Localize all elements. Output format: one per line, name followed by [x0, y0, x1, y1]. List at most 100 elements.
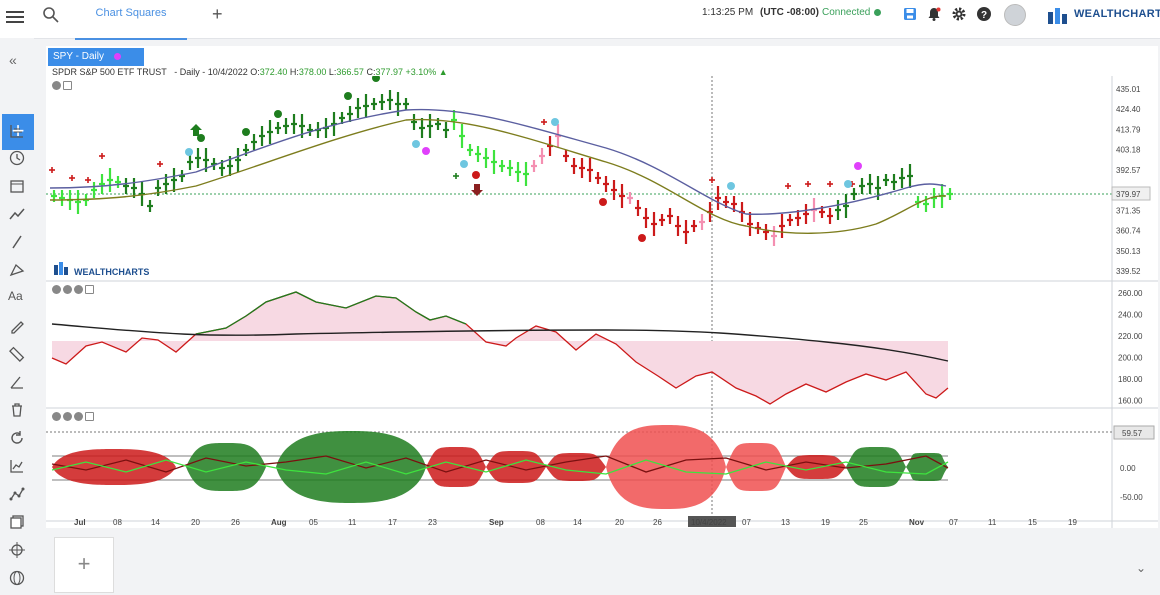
price-tick-label: 350.13	[1116, 247, 1141, 256]
price-tick-label: 413.79	[1116, 125, 1141, 134]
save-icon[interactable]	[902, 6, 918, 22]
chart-canvas[interactable]: 435.01424.40413.79403.18392.57381.96371.…	[46, 76, 1158, 528]
x-tick-label: 08	[113, 518, 122, 527]
x-tick-label: 11	[988, 518, 997, 527]
ind2-maximize-icon[interactable]	[85, 412, 94, 421]
signal-marker-icon	[422, 147, 430, 155]
x-tick-label: 15	[1028, 518, 1037, 527]
crosshair-date-label: 10/4/2022	[691, 518, 727, 527]
add-tab-icon[interactable]: +	[212, 4, 223, 24]
ind1-settings-icon[interactable]	[52, 285, 61, 294]
crosshair-icon[interactable]	[8, 541, 26, 559]
signal-marker-icon	[344, 92, 352, 100]
globe-icon[interactable]	[8, 569, 26, 587]
price-tag	[1111, 186, 1151, 201]
search-icon[interactable]	[42, 6, 60, 24]
calendar-icon[interactable]	[8, 177, 26, 195]
pane-maximize-icon[interactable]	[63, 81, 72, 90]
connection-status-label: Connected	[822, 7, 871, 18]
price-tick-label: 371.35	[1116, 206, 1141, 215]
close-value: 377.97	[375, 67, 403, 77]
ind1-down-icon[interactable]	[63, 285, 72, 294]
ind1-tick-label: 220.00	[1118, 332, 1143, 341]
open-value: 372.40	[259, 67, 288, 77]
bar-chart-icon[interactable]	[8, 122, 26, 140]
moving-average-slow	[49, 118, 947, 234]
signal-marker-icon	[638, 234, 646, 242]
indicator-chart-icon[interactable]	[8, 457, 26, 475]
x-tick-label: 17	[388, 518, 397, 527]
text-tool-icon[interactable]: Aa	[8, 289, 23, 303]
watermark-logo-icon	[59, 262, 63, 275]
instrument-name: SPDR S&P 500 ETF TRUST	[52, 67, 167, 77]
price-tick-label: 339.52	[1116, 267, 1141, 276]
add-panel-button[interactable]: +	[54, 537, 114, 593]
refresh-icon[interactable]	[8, 429, 26, 447]
nodes-icon[interactable]	[8, 485, 26, 503]
gear-icon[interactable]	[951, 6, 967, 22]
shape-tool-icon[interactable]	[8, 261, 26, 279]
help-icon[interactable]: ?	[976, 6, 992, 22]
signal-marker-icon	[599, 198, 607, 206]
signal-marker-icon	[185, 148, 193, 156]
pane-settings-icon[interactable]	[52, 81, 61, 90]
clock-time: 1:13:25 PM	[702, 7, 754, 18]
price-tick-label: 360.74	[1116, 227, 1141, 236]
ind2-tick-label: 0.00	[1120, 464, 1136, 473]
price-tick-label: 435.01	[1116, 85, 1141, 94]
signal-marker-icon	[372, 76, 380, 82]
ind1-up-icon[interactable]	[74, 285, 83, 294]
ruler-icon[interactable]	[8, 345, 26, 363]
signal-marker-icon	[472, 171, 480, 179]
ind2-up-icon[interactable]	[74, 412, 83, 421]
ind2-down-icon[interactable]	[63, 412, 72, 421]
indicator1-tools	[52, 285, 96, 295]
ind2-tag	[1113, 425, 1155, 440]
tab-chart-squares[interactable]: Chart Squares	[75, 0, 187, 40]
top-bar: Chart Squares + 1:13:25 PM (UTC -08:00) …	[0, 0, 1160, 40]
low-label: L:	[328, 67, 337, 77]
oscillator-fill	[52, 449, 176, 485]
line-tool-icon[interactable]	[8, 233, 26, 251]
watermark-logo-icon	[54, 265, 58, 275]
price-tick-label: 392.57	[1116, 166, 1141, 175]
indicator2-tools	[52, 412, 96, 422]
x-tick-label: 11	[348, 518, 357, 527]
price-tag-label: 379.97	[1116, 190, 1141, 199]
oscillator-fill	[846, 447, 906, 487]
buy-arrow-icon	[190, 124, 202, 136]
layers-icon[interactable]	[8, 513, 26, 531]
collapse-sidebar-icon[interactable]: «	[9, 52, 17, 68]
user-avatar[interactable]	[1004, 4, 1026, 26]
brush-icon[interactable]	[8, 317, 26, 335]
connection-dot-icon	[874, 8, 882, 16]
trash-icon[interactable]	[8, 401, 26, 419]
trend-line-icon[interactable]	[8, 205, 26, 223]
x-tick-label: 07	[949, 518, 958, 527]
low-value: 366.57	[336, 67, 364, 77]
x-tick-label: Sep	[489, 518, 504, 527]
watermark-logo-icon	[64, 267, 68, 275]
clock-icon[interactable]	[8, 149, 26, 167]
symbol-color-dot-icon	[113, 52, 121, 60]
ind2-settings-icon[interactable]	[52, 412, 61, 421]
quote-info: SPDR S&P 500 ETF TRUST - Daily - 10/4/20…	[52, 67, 448, 77]
x-tick-label: 19	[1068, 518, 1077, 527]
bell-icon[interactable]	[926, 6, 942, 22]
ind1-maximize-icon[interactable]	[85, 285, 94, 294]
indicator1-fill	[52, 292, 948, 404]
moving-average-fast	[49, 108, 947, 215]
signal-marker-icon	[274, 110, 282, 118]
oscillator-fill	[546, 453, 606, 481]
oscillator-line-dark	[51, 455, 949, 473]
timezone-label[interactable]: (UTC -08:00)	[760, 7, 819, 18]
angle-tool-icon[interactable]	[8, 373, 26, 391]
x-tick-label: 23	[428, 518, 437, 527]
signal-marker-icon	[412, 140, 420, 148]
connection-status: Connected	[822, 7, 882, 18]
ind2-tag-label: 59.57	[1122, 429, 1143, 438]
hamburger-menu-icon[interactable]	[6, 8, 24, 26]
expand-down-icon[interactable]: ⌄	[1136, 561, 1147, 575]
symbol-tab[interactable]: SPY - Daily	[48, 48, 144, 66]
ind2-tick-label: -50.00	[1120, 493, 1143, 502]
